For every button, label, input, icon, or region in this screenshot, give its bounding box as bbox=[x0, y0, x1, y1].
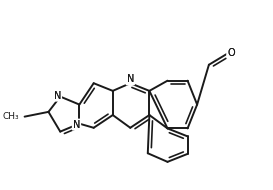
Text: N: N bbox=[127, 74, 134, 84]
Text: N: N bbox=[54, 91, 61, 101]
Text: N: N bbox=[54, 91, 61, 101]
Text: N: N bbox=[73, 120, 80, 130]
Text: N: N bbox=[73, 120, 80, 130]
Text: O: O bbox=[227, 48, 235, 58]
Text: N: N bbox=[127, 74, 134, 84]
Text: N: N bbox=[73, 120, 80, 130]
Text: N: N bbox=[127, 74, 134, 84]
Text: N: N bbox=[54, 91, 61, 101]
Text: O: O bbox=[227, 48, 235, 58]
Text: O: O bbox=[227, 48, 235, 58]
Text: CH₃: CH₃ bbox=[2, 112, 19, 121]
